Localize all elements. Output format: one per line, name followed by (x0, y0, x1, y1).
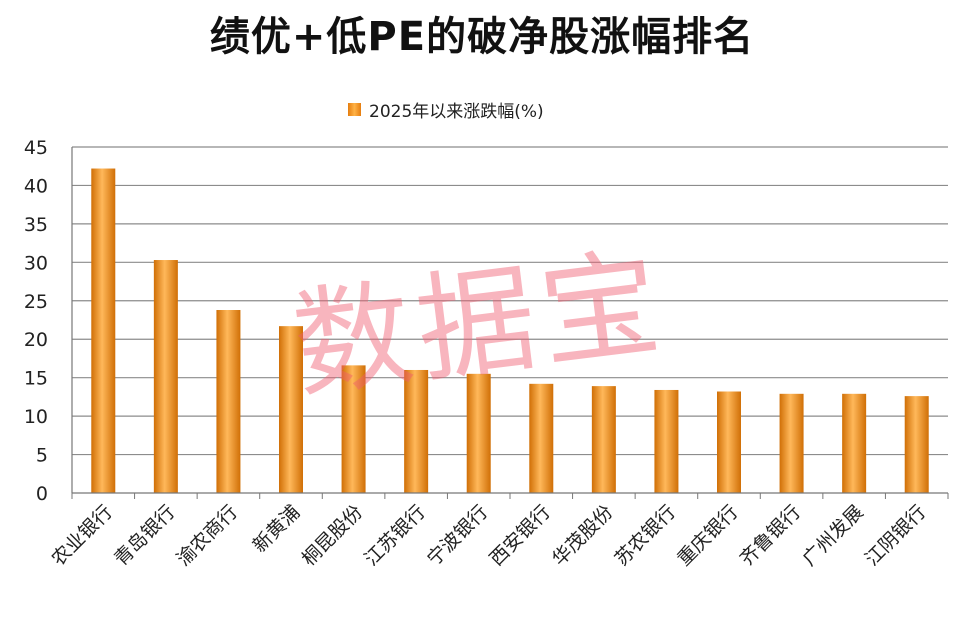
gridlines (72, 146, 948, 456)
x-tick-label: 渝农商行 (173, 501, 242, 570)
x-tick-label: 青岛银行 (110, 501, 179, 570)
y-tick-label: 30 (24, 252, 48, 274)
x-tick-label: 华茂股份 (548, 501, 617, 570)
bar (91, 168, 116, 494)
bar (904, 396, 929, 493)
y-tick-label: 0 (36, 483, 48, 505)
chart-title: 绩优+低PE的破净股涨幅排名 (209, 14, 755, 60)
bar (654, 389, 679, 493)
bar (779, 393, 804, 493)
legend: 2025年以来涨跌幅(%) (348, 97, 544, 122)
x-tick-label: 江阴银行 (861, 501, 930, 570)
x-tick-label: 桐昆股份 (298, 501, 367, 570)
y-tick-label: 10 (24, 406, 48, 428)
bar (591, 386, 616, 493)
bar (216, 310, 241, 493)
bar (529, 383, 554, 493)
bar (404, 369, 429, 493)
bar (717, 391, 741, 493)
legend-swatch (348, 102, 361, 116)
y-tick-label: 5 (36, 445, 48, 467)
bar (153, 260, 178, 493)
y-tick-label: 35 (24, 214, 48, 236)
bar (279, 326, 303, 493)
legend-label: 2025年以来涨跌幅(%) (369, 101, 544, 122)
y-tick-label: 15 (24, 368, 48, 390)
bars (91, 168, 929, 494)
x-tick-label: 江苏银行 (360, 501, 429, 570)
x-tick-label: 西安银行 (486, 501, 555, 570)
x-tick-label: 宁波银行 (423, 501, 492, 570)
bar (341, 365, 366, 493)
bar (842, 393, 867, 493)
y-tick-label: 25 (24, 291, 48, 313)
y-tick-label: 40 (24, 175, 48, 197)
y-tick-label: 20 (24, 329, 48, 351)
y-tick-label: 45 (24, 137, 48, 159)
bar (466, 373, 491, 493)
x-tick-label: 苏农银行 (611, 501, 680, 570)
x-tick-label: 齐鲁银行 (736, 501, 805, 570)
x-tick-label: 新黄浦 (249, 501, 305, 557)
x-tick-label: 农业银行 (48, 501, 117, 570)
axes (71, 147, 949, 499)
x-tick-label: 广州发展 (798, 501, 867, 570)
x-tick-label: 重庆银行 (673, 501, 742, 570)
